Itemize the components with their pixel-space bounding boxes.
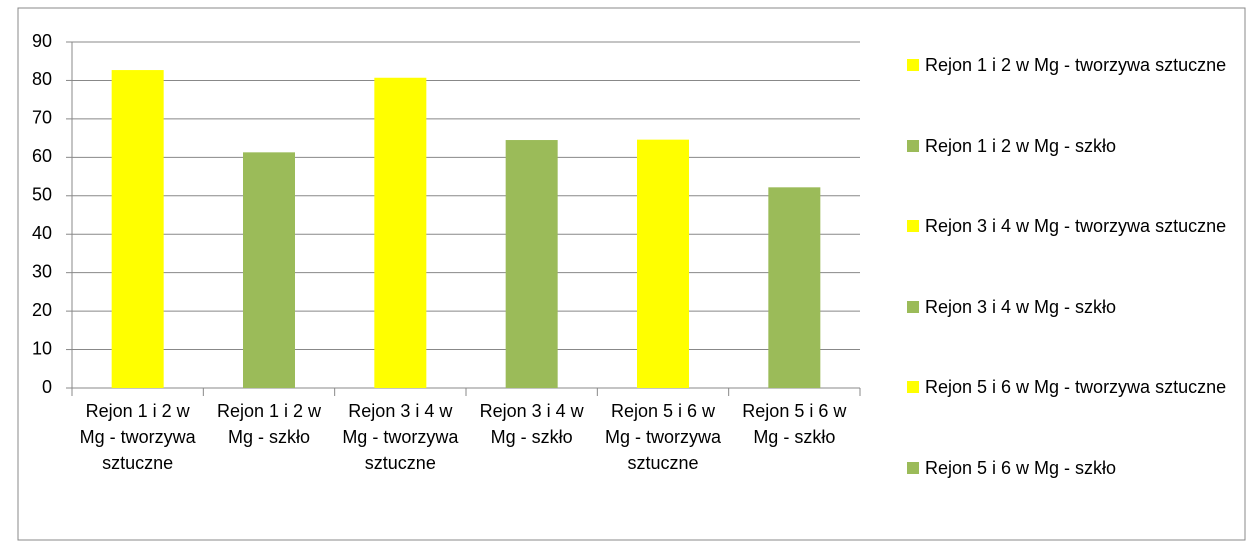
y-tick-label: 90 xyxy=(32,31,52,51)
y-tick-label: 40 xyxy=(32,223,52,243)
x-tick-label: Rejon 3 i 4 w Mg - szkło xyxy=(479,401,584,447)
x-tick-label: Rejon 1 i 2 w Mg - tworzywa sztuczne xyxy=(79,401,196,473)
legend-swatch xyxy=(907,381,919,393)
bar xyxy=(374,77,427,389)
bar xyxy=(768,187,821,388)
legend-label: Rejon 1 i 2 w Mg - tworzywa sztuczne xyxy=(925,55,1227,75)
x-tick-label: Rejon 1 i 2 w Mg - szkło xyxy=(216,401,322,447)
y-tick-label: 70 xyxy=(32,108,52,128)
legend-label: Rejon 3 i 4 w Mg - tworzywa sztuczne xyxy=(925,216,1227,236)
legend-swatch xyxy=(907,461,919,474)
y-tick-label: 50 xyxy=(32,185,52,205)
y-tick-label: 30 xyxy=(32,261,52,281)
legend-label: Rejon 1 i 2 w Mg - szkło xyxy=(925,135,1117,156)
x-tick-label: Rejon 5 i 6 w Mg - szkło xyxy=(742,401,847,447)
legend-swatch xyxy=(907,220,919,232)
y-tick-label: 0 xyxy=(42,377,52,397)
x-tick-label: Rejon 3 i 4 w Mg - tworzywa sztuczne xyxy=(342,401,459,473)
legend-swatch xyxy=(907,139,919,152)
bar xyxy=(111,70,164,388)
legend-label: Rejon 5 i 6 w Mg - tworzywa sztuczne xyxy=(925,377,1227,397)
legend-swatch xyxy=(907,59,919,71)
bar xyxy=(637,139,689,388)
legend-label: Rejon 3 i 4 w Mg - szkło xyxy=(925,296,1117,317)
y-tick-label: 10 xyxy=(32,338,52,358)
legend-swatch xyxy=(907,300,919,313)
y-tick-label: 80 xyxy=(32,69,52,89)
chart-border xyxy=(17,7,1246,541)
legend-label: Rejon 5 i 6 w Mg - szkło xyxy=(925,457,1117,478)
x-tick-label: Rejon 5 i 6 w Mg - tworzywa sztuczne xyxy=(604,401,721,473)
bar xyxy=(243,152,295,388)
y-tick-label: 20 xyxy=(32,300,52,320)
bar xyxy=(505,140,558,388)
y-tick-label: 60 xyxy=(32,146,52,166)
